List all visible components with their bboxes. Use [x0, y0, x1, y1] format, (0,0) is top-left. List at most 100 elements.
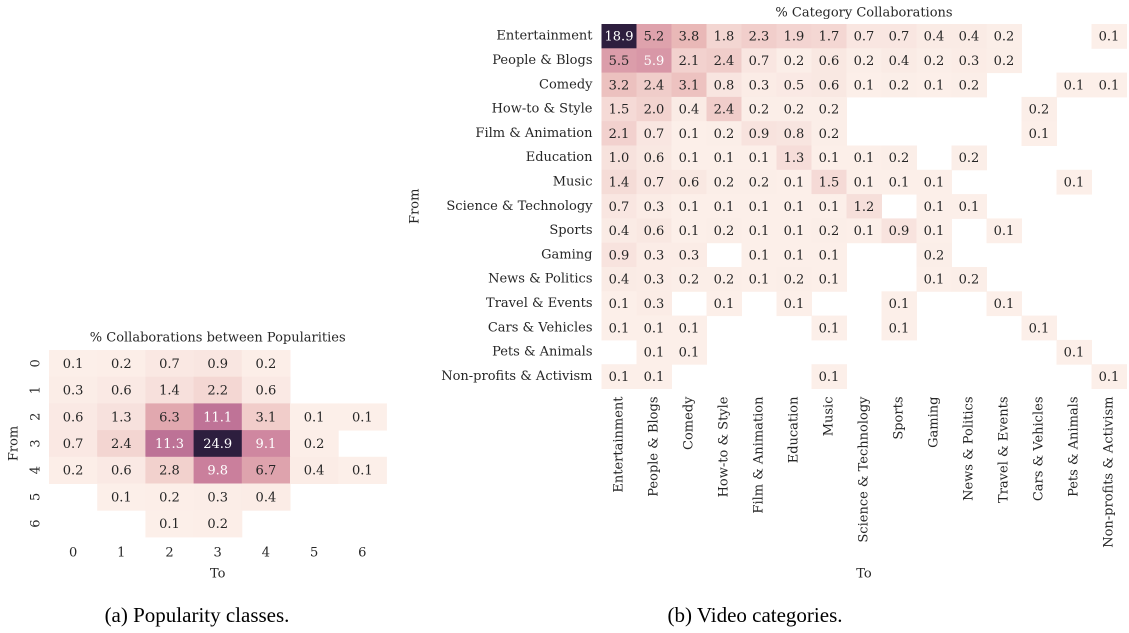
cell-label: 2.1	[609, 127, 630, 142]
cell-label: 0.1	[679, 151, 700, 166]
cell-label: 0.1	[1099, 78, 1120, 93]
heatmap-cell	[241, 483, 291, 511]
heatmap-cell	[636, 48, 672, 74]
y-tick-label: Pets & Animals	[492, 345, 592, 360]
heatmap-cell	[241, 430, 291, 458]
cell-label: 0.7	[854, 30, 875, 45]
x-tick-label: 1	[117, 545, 125, 560]
x-tick-label: 4	[262, 545, 270, 560]
cell-label: 0.3	[644, 200, 665, 215]
heatmap-cell	[706, 145, 742, 171]
heatmap-cell	[741, 121, 777, 146]
heatmap-cell	[601, 48, 637, 74]
cell-label: 0.6	[111, 384, 132, 399]
cell-label: 6.7	[256, 464, 277, 479]
heatmap-cell	[601, 218, 637, 244]
heatmap-cell	[193, 403, 243, 431]
cell-label: 2.4	[714, 54, 735, 69]
caption: (a) Popularity classes.	[105, 603, 290, 627]
cell-label: 0.7	[159, 357, 180, 372]
heatmap-cell	[951, 72, 987, 98]
cell-label: 0.1	[679, 346, 700, 361]
cell-label: 1.7	[819, 30, 840, 45]
cell-label: 0.3	[63, 384, 84, 399]
heatmap-cell	[916, 194, 952, 219]
cell-label: 0.3	[959, 54, 980, 69]
y-tick-label: 6	[29, 519, 44, 527]
caption: (b) Video categories.	[667, 603, 842, 627]
cell-label: 0.2	[714, 127, 735, 142]
cell-label: 0.1	[644, 346, 665, 361]
heatmap-cell	[811, 218, 847, 244]
cell-label: 0.1	[959, 200, 980, 215]
cell-label: 0.2	[889, 151, 910, 166]
cell-label: 0.2	[959, 151, 980, 166]
cell-label: 0.1	[784, 175, 805, 190]
cell-label: 0.1	[609, 297, 630, 312]
cell-label: 0.3	[207, 490, 228, 505]
x-tick-label: Travel & Events	[997, 397, 1012, 503]
heatmap-cell	[671, 267, 707, 292]
cell-label: 0.2	[679, 273, 700, 288]
heatmap-cell	[986, 291, 1022, 317]
heatmap-cell	[193, 350, 243, 378]
cell-label: 0.1	[609, 321, 630, 336]
cell-label: 5.9	[644, 54, 665, 69]
cell-label: 0.7	[889, 30, 910, 45]
y-tick-label: News & Politics	[488, 272, 592, 287]
cell-label: 24.9	[203, 437, 232, 452]
heatmap-cell	[1021, 315, 1057, 341]
cell-label: 5.5	[609, 54, 630, 69]
cell-label: 2.4	[714, 103, 735, 118]
cell-label: 0.2	[256, 357, 277, 372]
cell-label: 0.1	[714, 151, 735, 166]
heatmap-cell	[881, 291, 917, 317]
cell-label: 0.9	[207, 357, 228, 372]
heatmap-cell	[706, 121, 742, 146]
heatmap-cell	[916, 72, 952, 98]
heatmap-cell	[846, 48, 882, 74]
cell-label: 0.1	[819, 370, 840, 385]
cell-label: 2.0	[644, 103, 665, 118]
heatmap-cell	[601, 364, 637, 389]
heatmap-cell	[881, 48, 917, 74]
heatmap-cell	[1091, 72, 1127, 98]
cell-label: 0.1	[784, 297, 805, 312]
cell-label: 0.1	[1099, 370, 1120, 385]
heatmap-cell	[1021, 121, 1057, 146]
cell-label: 0.1	[819, 151, 840, 166]
y-tick-label: Film & Animation	[475, 126, 593, 141]
y-tick-label: Sports	[549, 223, 592, 238]
heatmap-cell	[741, 169, 777, 195]
heatmap-cell	[951, 48, 987, 74]
cell-label: 0.2	[63, 464, 84, 479]
cell-label: 0.2	[819, 127, 840, 142]
heatmap-cell	[145, 456, 195, 484]
y-tick-label: Education	[526, 150, 593, 165]
x-tick-label: Music	[822, 397, 837, 437]
x-tick-label: Cars & Vehicles	[1032, 397, 1047, 502]
cell-label: 0.1	[854, 78, 875, 93]
cell-label: 0.2	[159, 490, 180, 505]
heatmap-cell	[811, 24, 847, 49]
heatmap-cell	[1021, 96, 1057, 122]
heatmap-cell	[290, 456, 339, 484]
cell-label: 0.1	[749, 224, 770, 239]
cell-label: 0.9	[749, 127, 770, 142]
heatmap-cell	[881, 72, 917, 98]
heatmap-cell	[986, 24, 1022, 49]
y-tick-label: Entertainment	[496, 29, 593, 44]
cell-label: 0.1	[352, 464, 373, 479]
heatmap-cell	[636, 267, 672, 292]
heatmap-cell	[97, 403, 146, 431]
x-tick-label: 0	[69, 545, 77, 560]
cell-label: 11.1	[203, 410, 232, 425]
cell-label: 0.1	[924, 224, 945, 239]
y-axis-label: From	[408, 189, 423, 224]
cell-label: 0.3	[644, 273, 665, 288]
cell-label: 0.2	[749, 175, 770, 190]
cell-label: 0.3	[644, 297, 665, 312]
heatmap-cell	[881, 315, 917, 341]
cell-label: 2.3	[749, 30, 770, 45]
heatmap-cell	[1091, 24, 1127, 49]
